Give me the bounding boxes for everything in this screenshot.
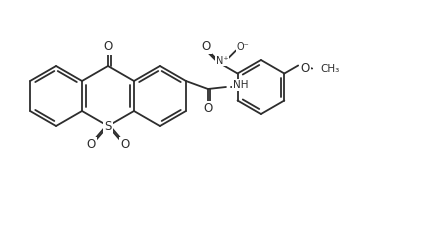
Text: S: S xyxy=(104,119,112,133)
Text: O: O xyxy=(201,40,210,53)
Text: O: O xyxy=(104,40,112,54)
Text: O⁻: O⁻ xyxy=(236,42,249,52)
Text: N⁺: N⁺ xyxy=(216,55,228,66)
Text: O: O xyxy=(203,103,213,116)
Text: CH₃: CH₃ xyxy=(320,64,340,73)
Text: O: O xyxy=(86,139,95,152)
Text: NH: NH xyxy=(233,80,248,90)
Text: O: O xyxy=(121,139,130,152)
Text: O: O xyxy=(300,62,309,75)
